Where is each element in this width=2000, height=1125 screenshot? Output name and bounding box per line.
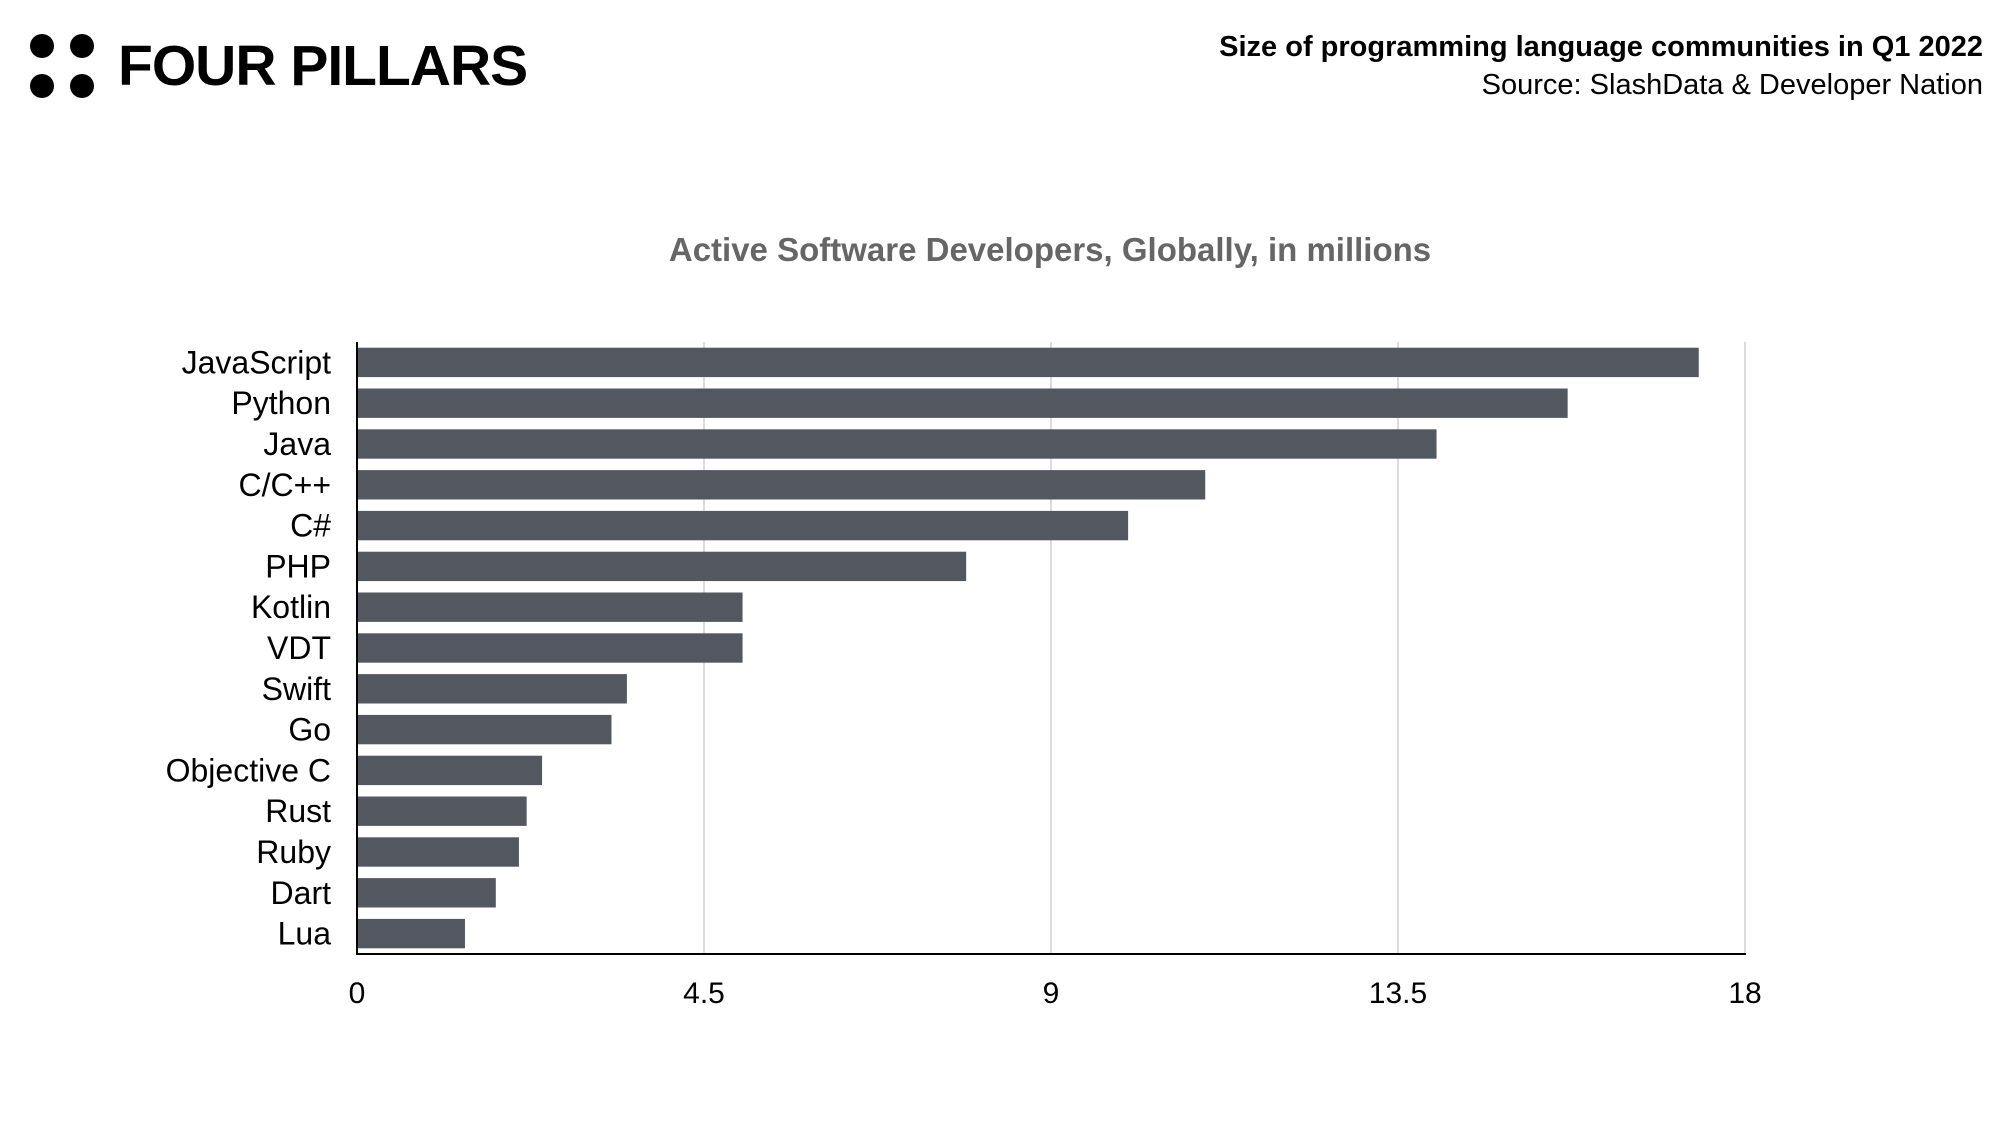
bar [357,429,1437,459]
bar [357,674,627,704]
y-category-label: Lua [278,916,332,952]
dot [70,34,94,58]
bar [357,388,1568,418]
x-tick-label: 4.5 [683,977,725,1010]
dot [30,34,54,58]
x-tick-label: 0 [349,977,366,1010]
y-category-label: Kotlin [251,589,331,625]
y-category-label: Swift [262,671,331,707]
bar [357,796,527,826]
dot [30,74,54,98]
y-category-label: Rust [265,793,331,829]
x-tick-label: 9 [1043,977,1060,1010]
bar [357,837,519,867]
bar [357,510,1129,541]
y-category-label: JavaScript [182,344,332,380]
y-category-label: VDT [267,630,331,666]
header-info: Size of programming language communities… [1219,28,1983,104]
y-category-label: Java [263,426,331,462]
brand-logo: FOUR PILLARS [30,33,528,99]
four-dots-icon [30,34,94,98]
dot [70,74,94,98]
y-category-label: Python [231,385,331,421]
y-category-label: Go [288,712,331,748]
chart-title: Active Software Developers, Globally, in… [669,231,1431,268]
header-title: Size of programming language communities… [1219,31,1983,63]
bar [357,755,543,786]
bar [357,918,465,949]
bar [357,878,496,908]
header-source: Source: SlashData & Developer Nation [1481,69,1983,101]
brand-name: FOUR PILLARS [118,34,528,98]
bar [357,592,743,622]
y-category-label: PHP [265,548,331,584]
bar [357,633,743,663]
bar [357,551,967,582]
y-category-label: C# [290,508,331,544]
bar [357,347,1699,378]
x-tick-label: 13.5 [1369,977,1427,1010]
bar [357,714,612,745]
y-category-label: Ruby [256,834,331,870]
bar [357,470,1206,500]
x-tick-label: 18 [1728,977,1761,1010]
y-category-label: Dart [271,875,332,911]
y-category-label: Objective C [166,752,331,788]
y-category-label: C/C++ [239,467,331,503]
